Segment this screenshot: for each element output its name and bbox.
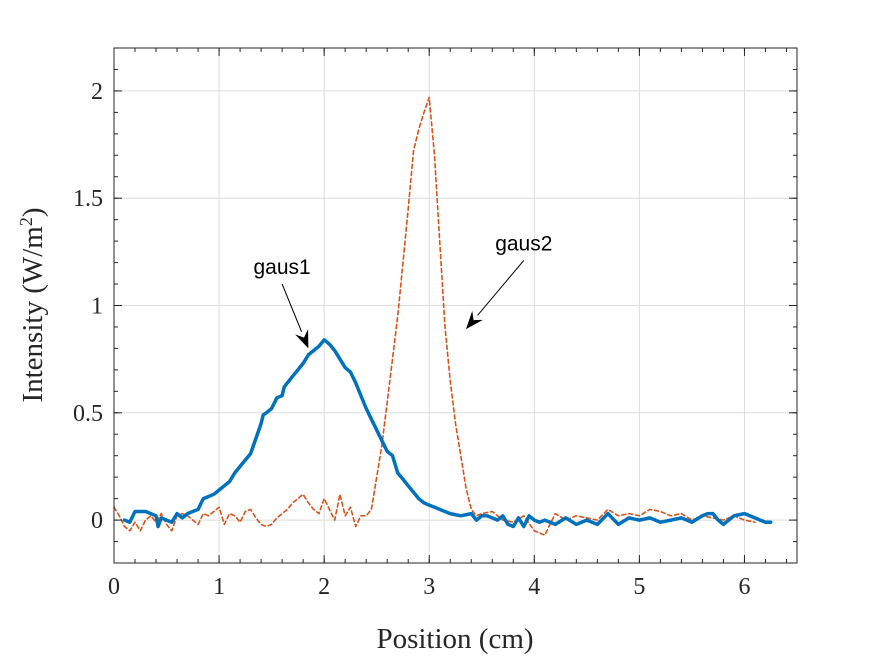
y-axis-label: Intensity (W/m2) [16, 207, 49, 402]
annotation-arrow-head [295, 329, 309, 349]
x-tick-label: 2 [318, 574, 330, 600]
x-tick-label: 5 [633, 574, 645, 600]
x-tick-label: 4 [528, 574, 540, 600]
ticks [113, 47, 797, 564]
series-line-solid [122, 338, 773, 529]
x-tick-label: 0 [108, 574, 120, 600]
series-layer [113, 96, 773, 536]
y-tick-label: 1 [91, 294, 103, 320]
y-tick-label: 0 [91, 508, 103, 534]
annotation-label: gaus2 [495, 232, 552, 255]
annotation-arrow-head [466, 310, 483, 330]
annotation-arrow-line [477, 260, 525, 316]
x-tick-label: 1 [213, 574, 225, 600]
x-axis-label: Position (cm) [376, 623, 533, 655]
annotations: gaus1 gaus2 [254, 232, 552, 349]
annotation-arrow-line [281, 283, 303, 332]
y-tick-label: 1.5 [73, 186, 103, 212]
annotation-label: gaus1 [254, 256, 311, 279]
x-tick-label: 6 [738, 574, 750, 600]
y-axis-label-main: Intensity (W/m [17, 226, 49, 403]
y-tick-label: 0.5 [73, 401, 103, 427]
y-axis-label-sup: 2 [16, 217, 36, 226]
y-tick-label: 2 [91, 79, 103, 105]
x-tick-label: 3 [423, 574, 435, 600]
grid [113, 48, 797, 563]
y-axis-label-end: ) [17, 207, 49, 217]
series-line-dashed [113, 96, 756, 536]
tick-labels: 0 1 2 3 4 5 6 0 0.5 1 1.5 2 [73, 79, 750, 600]
